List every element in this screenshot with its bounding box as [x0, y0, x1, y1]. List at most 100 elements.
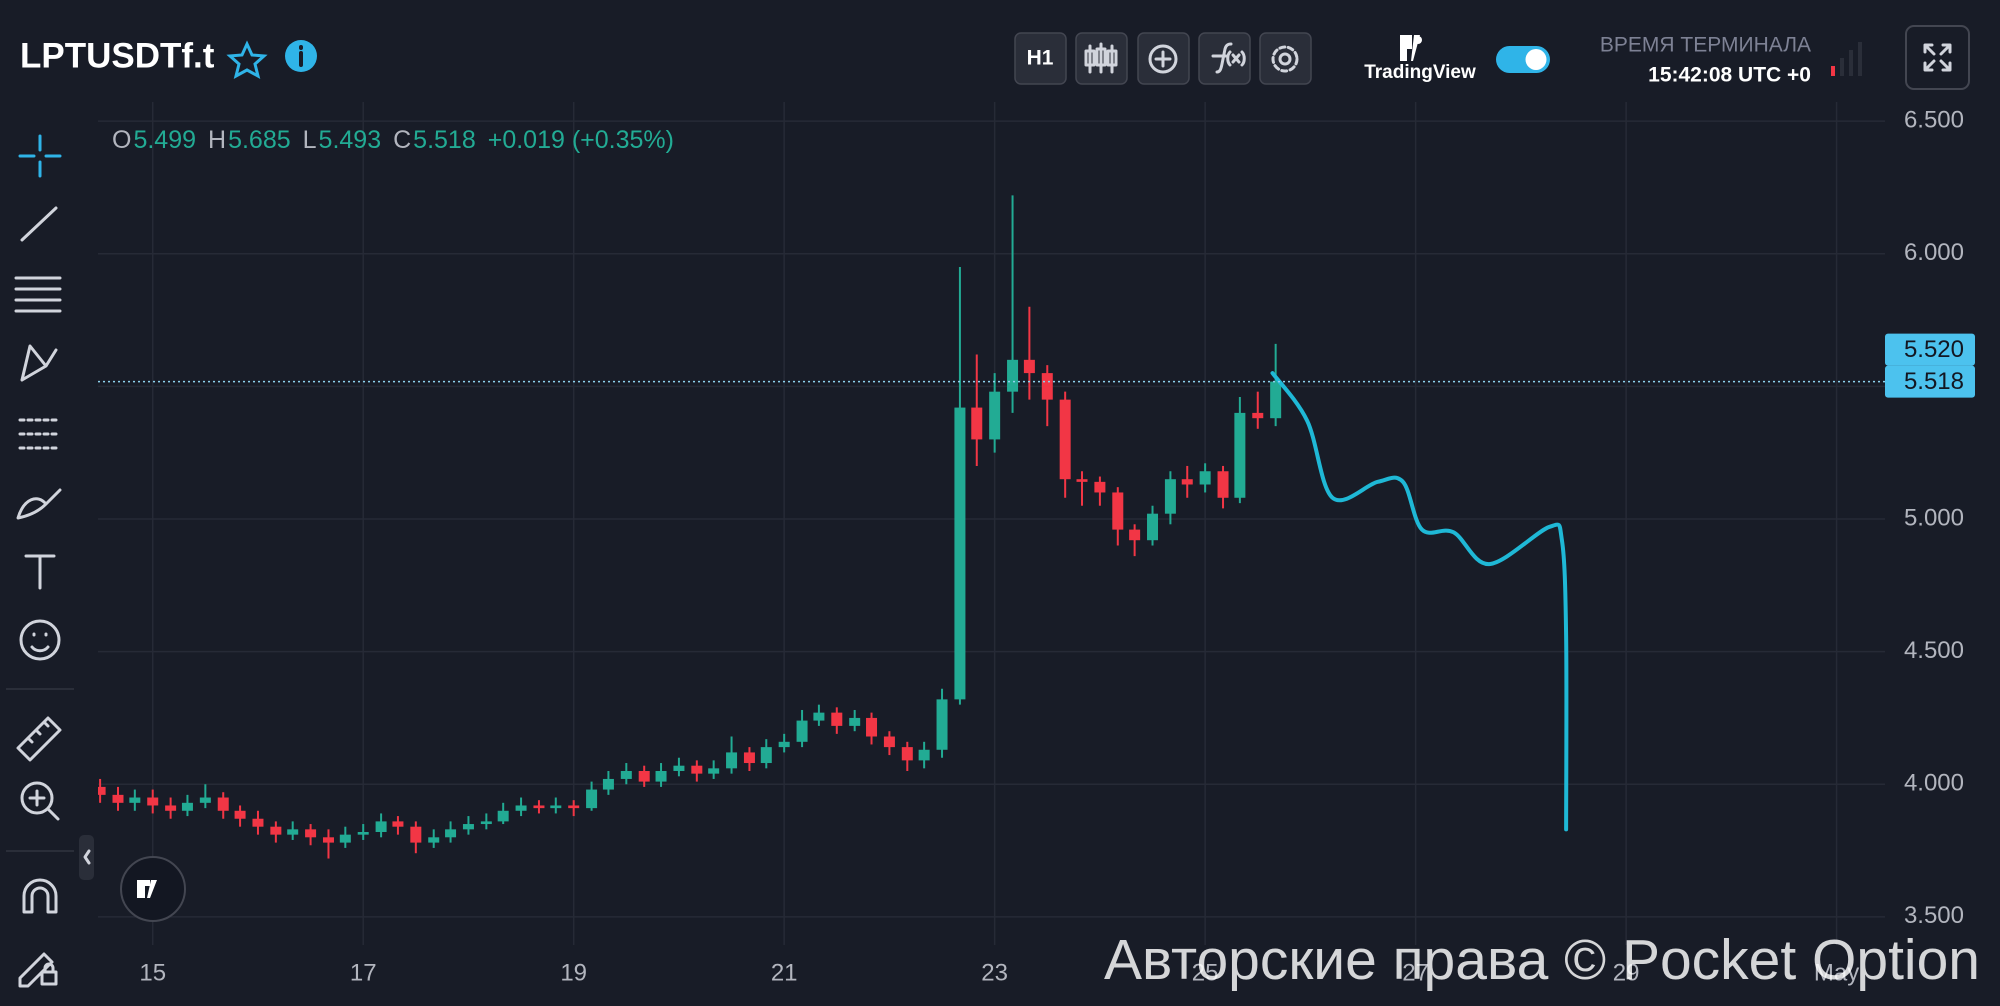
candle-body: [1234, 412, 1246, 498]
signal-bar: [1858, 42, 1862, 76]
candle-body: [743, 752, 755, 764]
ruler-tool[interactable]: [16, 716, 62, 762]
candle-body: [550, 805, 562, 809]
candle-body: [1007, 359, 1019, 392]
trendline-tool[interactable]: [20, 206, 58, 242]
candle-body: [252, 818, 264, 827]
candle-body: [708, 768, 720, 774]
y-tick-label: 3.500: [1904, 902, 1964, 929]
add-button[interactable]: [1137, 32, 1190, 85]
pattern-tool[interactable]: [20, 344, 58, 382]
candle-body: [796, 720, 808, 742]
candle-body: [1147, 513, 1159, 541]
price-label-box: [1885, 365, 1975, 398]
watermark: Авторские права © Pocket Option: [1104, 928, 1980, 992]
brush-tool[interactable]: [16, 488, 62, 520]
symbol: LPTUSDTf.t: [20, 36, 215, 75]
x-tick-label: 23: [981, 959, 1008, 986]
candles-icon-bodies: [1084, 47, 1118, 67]
fib-tool[interactable]: [14, 276, 62, 313]
candle-body: [673, 765, 685, 771]
signal-bar: [1831, 66, 1835, 76]
crosshair-tool[interactable]: [18, 134, 62, 178]
timeframe-button[interactable]: H1: [1014, 32, 1067, 85]
candle-body: [918, 749, 930, 761]
chart-type-button[interactable]: [1075, 32, 1128, 85]
ohlc-label: O: [112, 126, 131, 154]
ohlc-legend: O5.499 H5.685 L5.493 C5.518 +0.019 (+0.35%): [112, 126, 674, 154]
emoji-tool[interactable]: [19, 619, 61, 661]
candle-body: [989, 391, 1001, 440]
x-tick-label: 21: [771, 959, 798, 986]
candle-body: [813, 712, 825, 721]
favorite-star[interactable]: [226, 40, 268, 79]
candle-body: [866, 717, 878, 737]
y-tick-label: 6.000: [1904, 239, 1964, 266]
candle-body: [165, 805, 177, 811]
y-tick-label: 4.000: [1904, 770, 1964, 797]
ohlc-value: 5.685: [228, 126, 291, 154]
grid: [98, 102, 1885, 945]
candle-body: [883, 736, 895, 748]
button-frame: [1259, 32, 1312, 85]
timeframe: H1: [1027, 47, 1054, 70]
collapse-arrow: [83, 849, 91, 865]
ohlc-value: 5.493: [319, 126, 382, 154]
magnet-tool[interactable]: [22, 878, 58, 914]
candle-body: [778, 741, 790, 748]
candle-body: [339, 834, 351, 843]
candle-body: [270, 826, 282, 835]
tv-dot: [1414, 36, 1422, 44]
candle-body: [234, 810, 246, 819]
x-tick-label: 27: [1402, 959, 1429, 986]
ohlc-value: 5.518: [413, 126, 476, 154]
candle-body: [831, 712, 843, 726]
y-tick-label: 4.500: [1904, 637, 1964, 664]
text-tool[interactable]: [24, 554, 56, 590]
x-tick-label: 15: [139, 959, 166, 986]
ohlc-label: C: [393, 126, 411, 154]
candle-body: [462, 824, 474, 830]
candle-body: [98, 786, 106, 795]
candle-body: [357, 831, 369, 835]
plus-icon: [1154, 50, 1172, 68]
settings-button[interactable]: [1259, 32, 1312, 85]
prediction-tool[interactable]: [18, 418, 60, 450]
candle-body: [954, 407, 966, 700]
drawing-line: [1270, 371, 1569, 832]
ohlc-change: +0.019 (+0.35%): [488, 126, 674, 154]
candle-body: [112, 794, 124, 803]
candle-body: [1217, 471, 1229, 498]
y-tick-label: 5.000: [1904, 504, 1964, 531]
candle-body: [691, 765, 703, 774]
x-tick-label: 19: [560, 959, 587, 986]
x-tick-label: 17: [350, 959, 377, 986]
candle-body: [638, 770, 650, 782]
candle-body: [480, 821, 492, 825]
emoji-face: [30, 632, 50, 653]
toggle-knob: [1525, 49, 1547, 70]
candle-body: [901, 747, 913, 761]
y-tick-label: 6.500: [1904, 106, 1964, 133]
candle-body: [217, 797, 229, 811]
candle-body: [655, 770, 667, 782]
fullscreen-icon: [1923, 43, 1952, 72]
candle-body: [199, 797, 211, 803]
lock-drawing-tool[interactable]: [18, 952, 58, 988]
candle-body: [287, 829, 299, 835]
left-toolbar: [6, 134, 94, 988]
signal-bars: [1831, 42, 1862, 76]
candle-body: [1199, 471, 1211, 485]
candle-body: [392, 821, 404, 827]
button-frame: [1014, 32, 1067, 85]
axes: 3.5004.0004.5005.0005.5006.0006.50015171…: [98, 106, 1975, 986]
zoom-glyph: [28, 789, 60, 821]
zoom-tool[interactable]: [20, 781, 54, 815]
candle-body: [181, 802, 193, 811]
candle-body: [1112, 492, 1124, 530]
fullscreen-button[interactable]: [1905, 25, 1970, 90]
candle-body: [147, 797, 159, 806]
indicators-button[interactable]: [1198, 32, 1251, 85]
gear-teeth: [1271, 45, 1299, 73]
